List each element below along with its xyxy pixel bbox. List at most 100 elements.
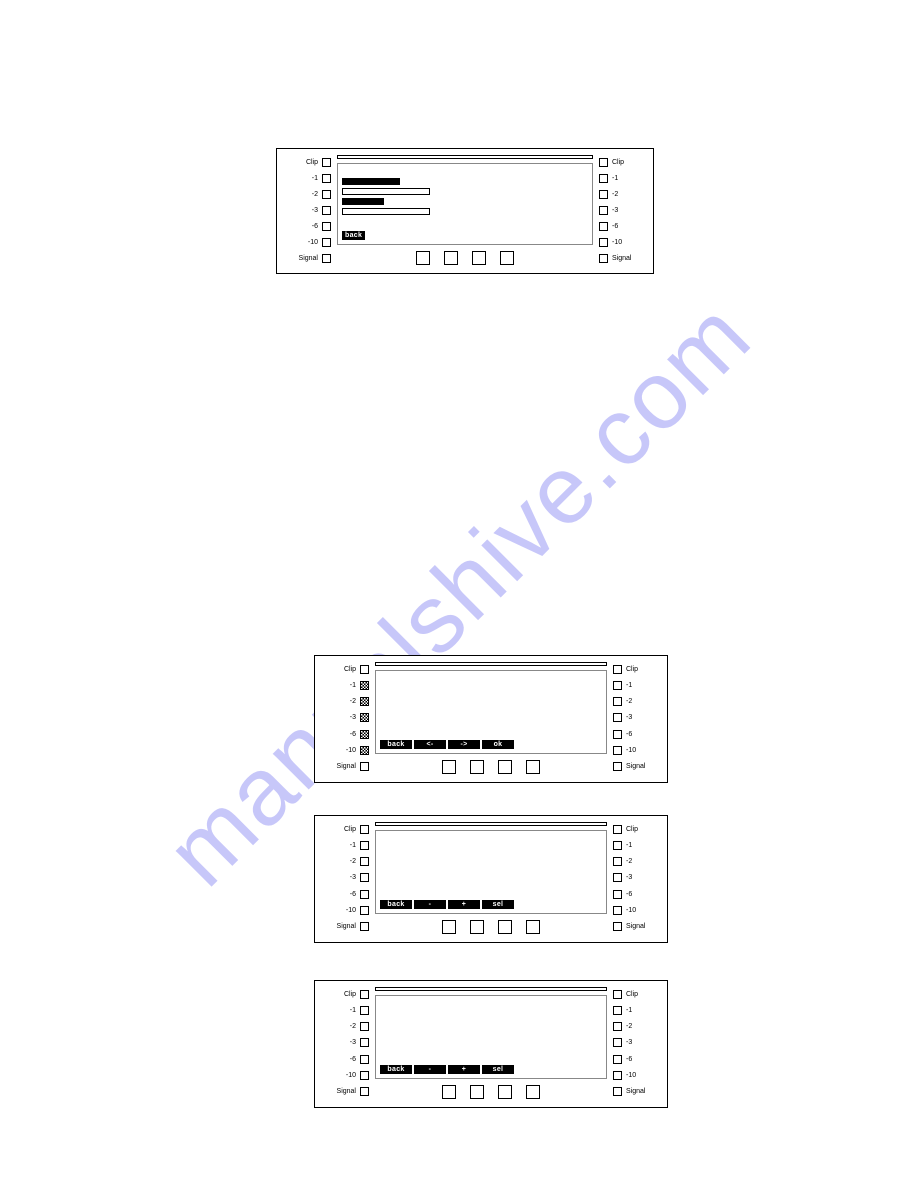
meter-label: -1	[350, 1007, 356, 1014]
meter-row: -2	[599, 187, 645, 201]
meter-column-right: Clip-1-2-3-6-10Signal	[613, 822, 659, 934]
hardware-button-row	[375, 760, 607, 774]
meter-label: Signal	[626, 923, 645, 930]
soft-button[interactable]: back	[380, 740, 412, 749]
hardware-button[interactable]	[526, 920, 540, 934]
meter-label: Clip	[344, 826, 356, 833]
hardware-button-row	[375, 920, 607, 934]
meter-row: -10	[323, 744, 369, 758]
hardware-button[interactable]	[498, 920, 512, 934]
hardware-button[interactable]	[442, 920, 456, 934]
meter-label: Clip	[626, 666, 638, 673]
device-panel: Clip-1-2-3-6-10Signalback<-->okClip-1-2-…	[314, 655, 668, 783]
hardware-button[interactable]	[526, 1085, 540, 1099]
hardware-button[interactable]	[500, 251, 514, 265]
hardware-button[interactable]	[470, 1085, 484, 1099]
meter-label: -2	[626, 1023, 632, 1030]
meter-label: -2	[350, 698, 356, 705]
led-indicator	[599, 238, 608, 247]
led-indicator	[613, 697, 622, 706]
hardware-button[interactable]	[470, 760, 484, 774]
option-bar	[342, 198, 384, 205]
meter-column-left: Clip-1-2-3-6-10Signal	[285, 155, 331, 265]
led-indicator	[360, 922, 369, 931]
soft-button[interactable]: ->	[448, 740, 480, 749]
hardware-button[interactable]	[442, 1085, 456, 1099]
meter-label: -1	[626, 1007, 632, 1014]
screen-content: back-+sel	[380, 1000, 602, 1074]
meter-label: -3	[612, 207, 618, 214]
device-panel: Clip-1-2-3-6-10SignalbackClip-1-2-3-6-10…	[276, 148, 654, 274]
center-column: back<-->ok	[375, 662, 607, 774]
meter-row: -2	[323, 695, 369, 709]
panel-inner: Clip-1-2-3-6-10Signalback-+selClip-1-2-3…	[315, 981, 667, 1107]
meter-row: -3	[599, 203, 645, 217]
hardware-button[interactable]	[498, 760, 512, 774]
meter-label: -2	[626, 858, 632, 865]
lcd-screen: back	[337, 163, 593, 245]
meter-label: -6	[350, 731, 356, 738]
led-indicator	[613, 1087, 622, 1096]
hardware-button[interactable]	[498, 1085, 512, 1099]
led-indicator	[599, 222, 608, 231]
soft-button[interactable]: sel	[482, 900, 514, 909]
panel-inner: Clip-1-2-3-6-10Signalback<-->okClip-1-2-…	[315, 656, 667, 782]
meter-label: -3	[626, 714, 632, 721]
meter-row: -10	[613, 744, 659, 758]
meter-row: -3	[285, 203, 331, 217]
meter-label: -1	[626, 842, 632, 849]
meter-row: -1	[285, 171, 331, 185]
soft-button[interactable]: +	[448, 900, 480, 909]
hardware-button-row	[337, 251, 593, 265]
soft-button[interactable]: -	[414, 1065, 446, 1074]
lcd-screen: back-+sel	[375, 995, 607, 1079]
soft-button-row: back	[342, 231, 588, 240]
hardware-button[interactable]	[470, 920, 484, 934]
soft-button[interactable]: back	[380, 1065, 412, 1074]
meter-row: Clip	[323, 987, 369, 1001]
center-column: back-+sel	[375, 822, 607, 934]
meter-label: Clip	[306, 159, 318, 166]
soft-button[interactable]: sel	[482, 1065, 514, 1074]
meter-row: -1	[323, 838, 369, 852]
meter-label: -1	[350, 842, 356, 849]
meter-label: Clip	[626, 826, 638, 833]
screen-content: back<-->ok	[380, 675, 602, 749]
screen-content: back	[342, 168, 588, 240]
led-indicator	[613, 1055, 622, 1064]
hardware-button-row	[375, 1085, 607, 1099]
soft-button[interactable]: back	[380, 900, 412, 909]
hardware-button[interactable]	[444, 251, 458, 265]
center-column: back	[337, 155, 593, 265]
hardware-button[interactable]	[442, 760, 456, 774]
meter-label: -10	[346, 747, 356, 754]
soft-button[interactable]: <-	[414, 740, 446, 749]
meter-row: Clip	[613, 662, 659, 676]
led-indicator	[599, 158, 608, 167]
led-indicator	[613, 681, 622, 690]
led-indicator	[360, 990, 369, 999]
hardware-button[interactable]	[526, 760, 540, 774]
led-indicator	[322, 222, 331, 231]
panel-inner: Clip-1-2-3-6-10Signalback-+selClip-1-2-3…	[315, 816, 667, 942]
soft-button[interactable]: -	[414, 900, 446, 909]
meter-row: -6	[613, 727, 659, 741]
soft-button[interactable]: ok	[482, 740, 514, 749]
led-indicator	[360, 730, 369, 739]
meter-label: -1	[312, 175, 318, 182]
led-indicator	[360, 841, 369, 850]
meter-label: -2	[312, 191, 318, 198]
soft-button[interactable]: +	[448, 1065, 480, 1074]
led-indicator	[613, 713, 622, 722]
meter-label: -1	[612, 175, 618, 182]
meter-row: Signal	[285, 251, 331, 265]
led-indicator	[613, 922, 622, 931]
soft-button[interactable]: back	[342, 231, 365, 240]
led-indicator	[322, 238, 331, 247]
meter-row: -2	[613, 855, 659, 869]
hardware-button[interactable]	[416, 251, 430, 265]
meter-row: -10	[323, 1069, 369, 1083]
meter-label: -2	[612, 191, 618, 198]
option-row	[342, 177, 588, 186]
hardware-button[interactable]	[472, 251, 486, 265]
